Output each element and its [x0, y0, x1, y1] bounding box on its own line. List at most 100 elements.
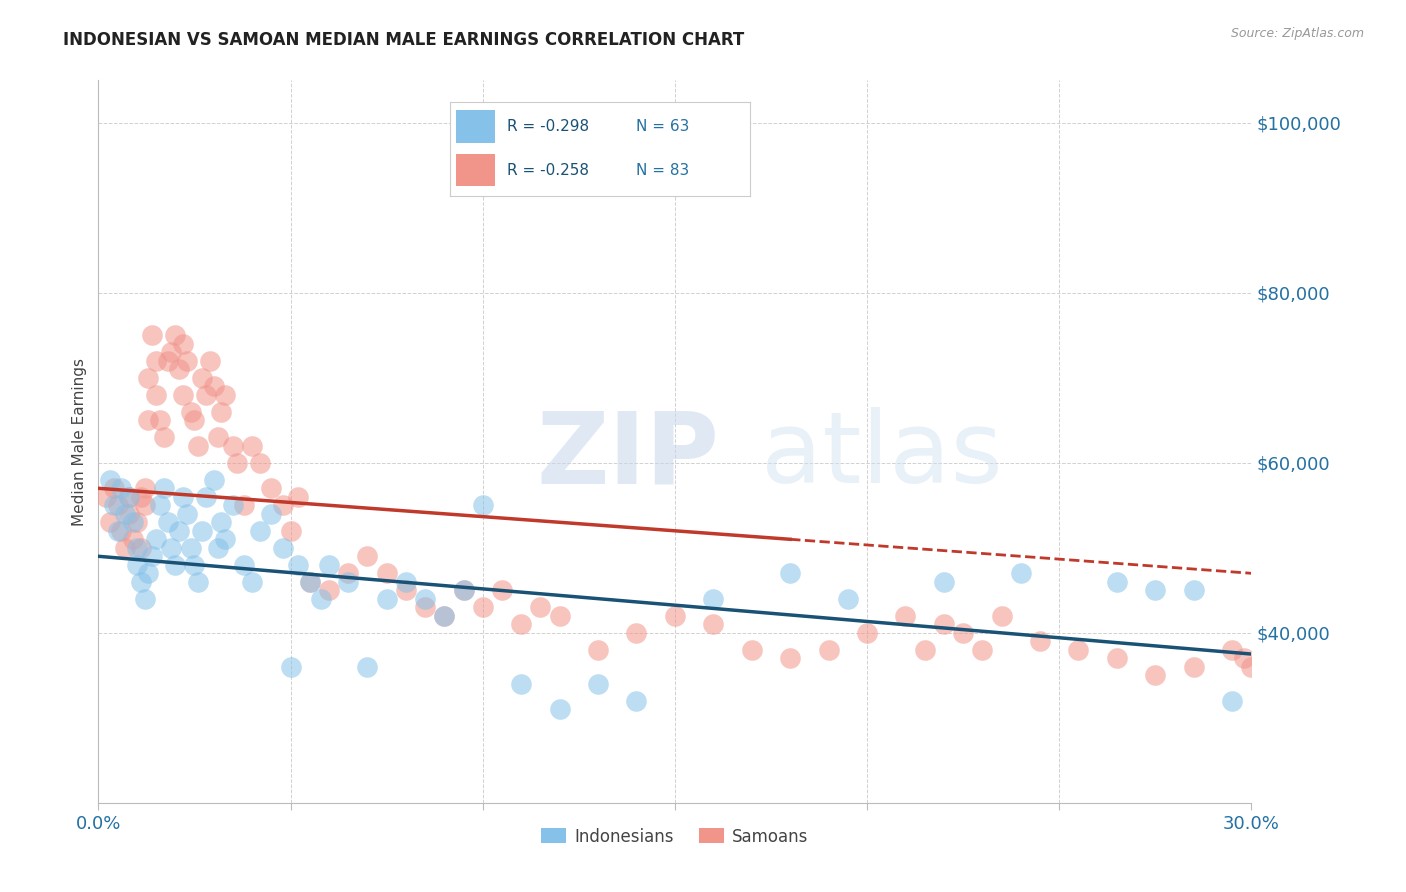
Point [990, 608, 1012, 623]
Point [125, 541, 148, 555]
Point [337, 566, 360, 581]
Point [141, 328, 163, 343]
Point [160, 345, 183, 359]
Point [202, 473, 225, 487]
Point [1105, 574, 1128, 589]
Point [817, 642, 839, 657]
Point [118, 490, 141, 504]
Point [395, 574, 418, 589]
Point [129, 541, 152, 555]
Point [837, 591, 859, 606]
Point [932, 574, 955, 589]
Point [156, 353, 179, 368]
Point [375, 591, 398, 606]
Point [1105, 651, 1128, 665]
Point [129, 574, 152, 589]
Point [433, 608, 456, 623]
Point [271, 541, 294, 555]
Point [741, 642, 763, 657]
Point [118, 490, 141, 504]
Point [183, 413, 205, 427]
Point [198, 353, 221, 368]
Point [375, 566, 398, 581]
Point [1220, 642, 1243, 657]
Point [183, 558, 205, 572]
Point [318, 558, 340, 572]
Point [110, 524, 132, 538]
Point [529, 600, 551, 615]
Point [471, 600, 494, 615]
Point [195, 388, 218, 402]
Point [240, 439, 263, 453]
Text: Source: ZipAtlas.com: Source: ZipAtlas.com [1230, 27, 1364, 40]
Point [180, 541, 202, 555]
Point [626, 694, 648, 708]
Y-axis label: Median Male Earnings: Median Male Earnings [72, 358, 87, 525]
Point [1144, 668, 1167, 682]
Point [145, 388, 167, 402]
Point [337, 574, 360, 589]
Point [280, 660, 302, 674]
Point [195, 490, 218, 504]
Point [510, 677, 533, 691]
Point [98, 473, 121, 487]
Point [180, 405, 202, 419]
Point [107, 498, 129, 512]
Point [1144, 583, 1167, 598]
Point [167, 362, 190, 376]
Point [172, 336, 194, 351]
Point [125, 516, 148, 530]
Point [191, 371, 214, 385]
Point [156, 516, 179, 530]
Point [271, 498, 294, 512]
Point [453, 583, 475, 598]
Point [145, 353, 167, 368]
Point [110, 481, 132, 495]
Text: INDONESIAN VS SAMOAN MEDIAN MALE EARNINGS CORRELATION CHART: INDONESIAN VS SAMOAN MEDIAN MALE EARNING… [63, 31, 745, 49]
Point [952, 625, 974, 640]
Point [125, 558, 148, 572]
Point [1220, 694, 1243, 708]
Point [413, 600, 436, 615]
Point [413, 591, 436, 606]
Point [134, 591, 156, 606]
Point [114, 541, 136, 555]
Point [1067, 642, 1090, 657]
Point [914, 642, 936, 657]
Point [471, 498, 494, 512]
Point [187, 574, 209, 589]
Point [260, 507, 283, 521]
Point [149, 413, 172, 427]
Legend: Indonesians, Samoans: Indonesians, Samoans [534, 821, 815, 852]
Point [94, 490, 117, 504]
Point [664, 608, 686, 623]
Point [122, 516, 145, 530]
Point [160, 541, 183, 555]
Point [214, 388, 236, 402]
Text: ZIP: ZIP [537, 408, 720, 505]
Point [972, 642, 994, 657]
Point [138, 371, 160, 385]
Point [165, 328, 187, 343]
Point [209, 516, 232, 530]
Point [702, 617, 724, 632]
Point [249, 456, 271, 470]
Point [702, 591, 724, 606]
Point [510, 617, 533, 632]
Point [134, 481, 156, 495]
Point [779, 651, 801, 665]
Point [932, 617, 955, 632]
Point [172, 490, 194, 504]
Point [138, 413, 160, 427]
Point [894, 608, 917, 623]
Point [145, 533, 167, 547]
Point [1029, 634, 1052, 648]
Point [856, 625, 879, 640]
Point [129, 490, 152, 504]
Point [149, 498, 172, 512]
Point [225, 456, 247, 470]
Point [249, 524, 271, 538]
Point [453, 583, 475, 598]
Point [548, 702, 571, 716]
Point [141, 549, 163, 564]
